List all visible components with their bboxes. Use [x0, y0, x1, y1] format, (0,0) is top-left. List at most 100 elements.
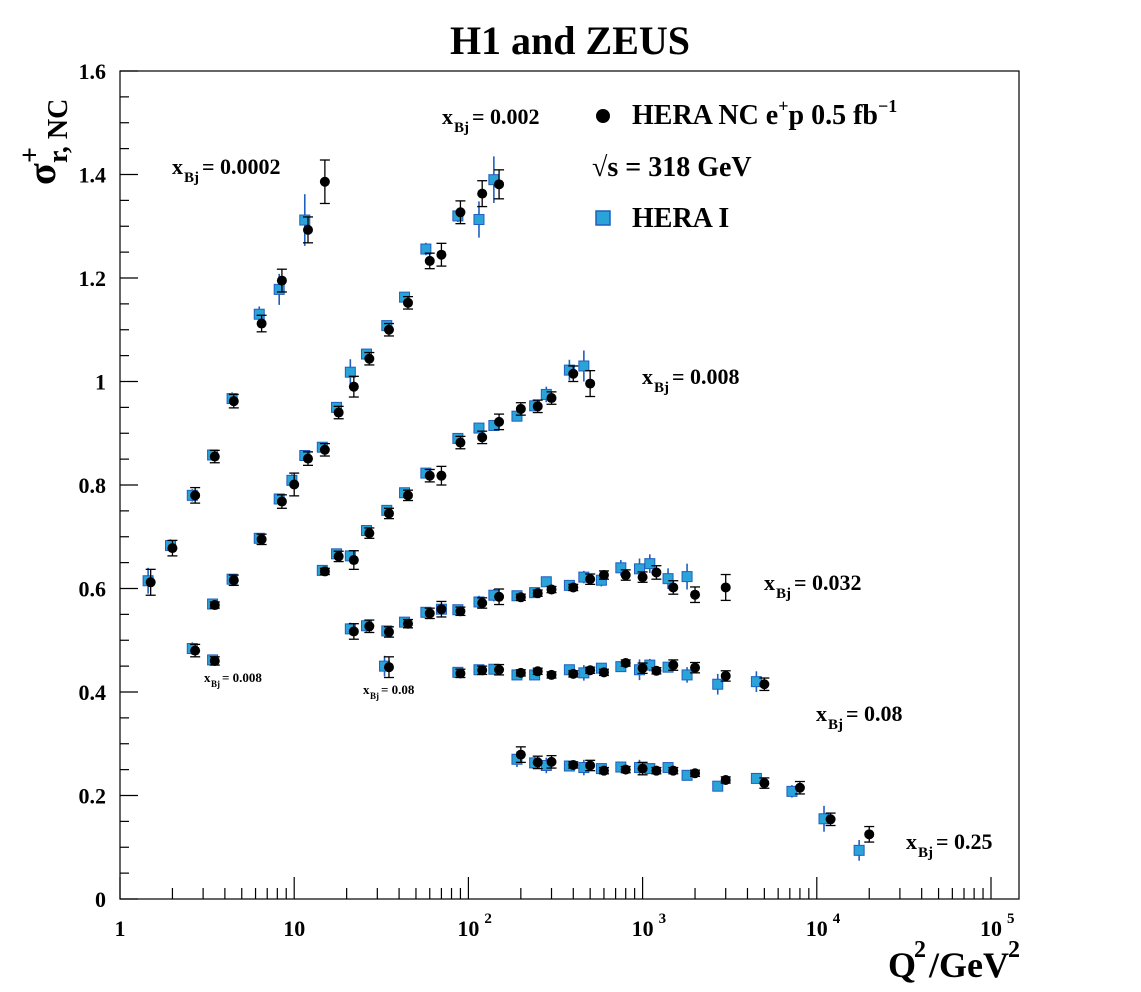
legend-circle-marker — [596, 109, 610, 123]
hera-nc-point — [568, 582, 579, 593]
hera-nc-point — [477, 597, 488, 609]
hera-nc-point — [585, 759, 596, 772]
hera-nc-point — [383, 507, 394, 520]
hera-nc-point — [477, 180, 488, 208]
hera-nc-point — [209, 655, 220, 666]
hera-nc-point — [348, 623, 359, 640]
hera-nc-point — [825, 812, 836, 827]
hera-nc-point — [546, 584, 557, 595]
chart-title: H1 and ZEUS — [450, 18, 690, 63]
hera-nc-point — [690, 768, 701, 779]
hera-nc-point — [515, 746, 526, 764]
hera-nc-point — [494, 663, 505, 676]
hera-nc-point — [383, 626, 394, 638]
svg-text:= 0.032: = 0.032 — [794, 570, 862, 595]
svg-text:10: 10 — [980, 916, 1002, 941]
hera-i-point — [750, 671, 762, 692]
hera-nc-point — [546, 391, 557, 405]
hera-i-point — [344, 359, 356, 386]
hera-nc-point — [651, 765, 662, 776]
hera-nc-point — [209, 600, 220, 611]
hera-nc-point — [209, 449, 220, 464]
x-axis-label-sup2: 2 — [1008, 937, 1020, 963]
y-tick-label: 0.2 — [79, 784, 107, 809]
hera-nc-point — [546, 669, 557, 680]
hera-nc-point — [637, 761, 648, 776]
svg-text:2: 2 — [484, 911, 492, 927]
axes: 0 0.2 0.4 0.6 0.8 1 1.2 1.4 1.6 1 10 10 2 10 3 10 4 10 5 — [79, 59, 1015, 941]
y-axis-label-sub: r, NC — [43, 99, 74, 163]
x-tick-label: 10 5 — [980, 911, 1015, 941]
svg-text:Bj: Bj — [184, 170, 199, 186]
hera-nc-point — [477, 430, 488, 445]
x-tick-label: 10 3 — [632, 911, 667, 941]
hera-nc-point — [598, 570, 609, 581]
hera-nc-point — [532, 399, 543, 414]
hera-nc-point — [690, 586, 701, 604]
svg-text:x: x — [172, 154, 183, 179]
svg-text:x: x — [906, 829, 917, 854]
svg-text:HERA I: HERA I — [632, 203, 729, 234]
legend-entry: √s = 318 GeV — [592, 152, 752, 183]
hera-nc-point — [455, 668, 466, 679]
hera-nc-point — [720, 573, 731, 602]
svg-text:x: x — [642, 364, 653, 389]
hera-nc-point — [651, 565, 662, 580]
hera-nc-point — [651, 665, 662, 676]
x-axis-label-main: Q — [888, 945, 916, 985]
xbj-annotation: x Bj = 0.0002 — [172, 154, 281, 186]
hera-nc-point — [690, 661, 701, 674]
hera-nc-point — [515, 592, 526, 603]
hera-i-point — [853, 840, 865, 861]
hera-i-point — [299, 194, 311, 246]
hera-nc-point — [348, 375, 359, 398]
svg-text:x: x — [204, 670, 211, 685]
hera-nc-point — [348, 550, 359, 571]
hera-nc-point — [167, 539, 178, 557]
hera-i-point — [712, 673, 724, 695]
svg-text:x: x — [442, 104, 453, 129]
hera-nc-point — [402, 295, 413, 310]
hera-i-point — [615, 560, 627, 576]
hera-nc-point — [333, 405, 344, 420]
hera-nc-point — [515, 402, 526, 416]
xbj-annotation: x Bj = 0.002 — [442, 104, 540, 136]
y-axis-label-main: σ — [19, 163, 64, 185]
plot-frame — [119, 70, 1020, 900]
hera-nc-point — [319, 442, 330, 457]
hera-nc-point — [455, 606, 466, 617]
y-tick-label: 0 — [95, 887, 106, 912]
hera-nc-point — [364, 351, 375, 366]
svg-text:Bj: Bj — [211, 679, 220, 689]
hera-nc-point — [276, 268, 287, 293]
hera-nc-point — [759, 777, 770, 789]
x-axis-label: Q 2 /GeV 2 — [888, 937, 1020, 985]
svg-text:= 0.008: = 0.008 — [222, 670, 262, 685]
y-axis-label-sup: + — [15, 147, 46, 163]
svg-text:10: 10 — [457, 916, 479, 941]
svg-text:= 0.008: = 0.008 — [672, 364, 740, 389]
legend-square-marker — [595, 210, 611, 226]
svg-text:Bj: Bj — [454, 120, 469, 136]
hera-i-point — [540, 576, 552, 588]
y-tick-label: 1.4 — [79, 163, 107, 188]
hera-nc-point — [256, 533, 267, 546]
hera-nc-point — [494, 169, 505, 200]
hera-nc-point — [276, 494, 287, 509]
y-tick-label: 0.6 — [79, 577, 107, 602]
svg-text:Bj: Bj — [776, 586, 791, 602]
xbj-annotation: x Bj = 0.25 — [906, 829, 993, 861]
hera-nc-point — [289, 472, 300, 497]
hera-nc-point — [620, 764, 631, 775]
data-points — [142, 156, 875, 861]
xbj-annotation: x Bj = 0.08 — [816, 701, 903, 733]
hera-nc-point — [668, 659, 679, 671]
hera-nc-point — [532, 666, 543, 677]
hera-nc-point — [383, 322, 394, 337]
x-tick-label: 1 — [115, 916, 126, 941]
y-tick-label: 1 — [95, 370, 106, 395]
hera-nc-point — [424, 607, 435, 620]
hera-nc-point — [532, 755, 543, 770]
hera-nc-point — [568, 365, 579, 383]
